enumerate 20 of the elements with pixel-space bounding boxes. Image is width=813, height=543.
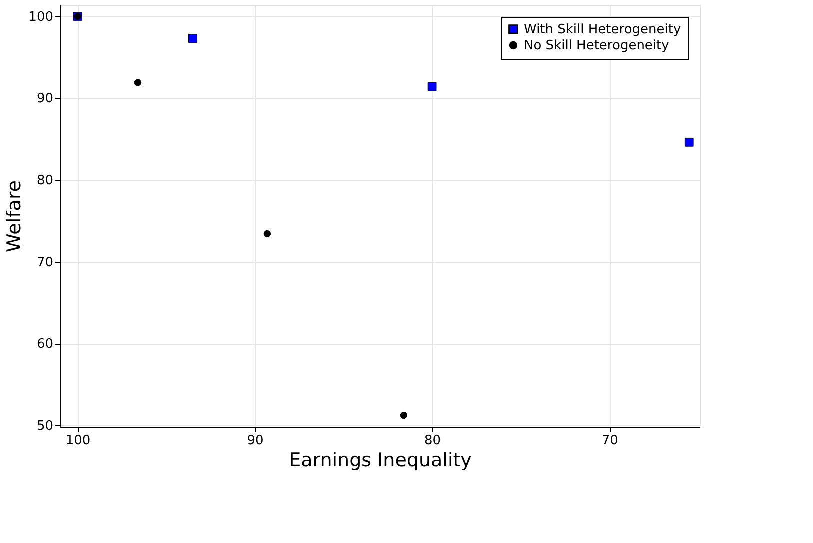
point bbox=[684, 138, 694, 147]
legend-label: With Skill Heterogeneity bbox=[524, 22, 682, 38]
point bbox=[400, 412, 408, 420]
y-tick-label: 90 bbox=[36, 92, 54, 107]
y-tick-label: 60 bbox=[36, 337, 54, 352]
x-tick-label: 90 bbox=[247, 434, 264, 448]
x-tick-label: 70 bbox=[602, 434, 618, 448]
x-tick-label: 80 bbox=[424, 434, 442, 448]
legend-label: No Skill Heterogeneity bbox=[524, 38, 670, 54]
y-tick-label: 100 bbox=[28, 10, 54, 25]
y-axis-title: Welfare bbox=[4, 180, 26, 253]
point bbox=[428, 82, 437, 92]
point bbox=[264, 230, 272, 238]
x-tick-label: 100 bbox=[66, 434, 91, 448]
x-axis-title: Earnings Inequality bbox=[289, 450, 472, 472]
y-tick-label: 80 bbox=[36, 174, 54, 189]
point bbox=[134, 79, 142, 86]
y-tick-label: 50 bbox=[36, 418, 54, 434]
y-tick-label: 70 bbox=[36, 255, 54, 270]
point bbox=[188, 34, 198, 43]
